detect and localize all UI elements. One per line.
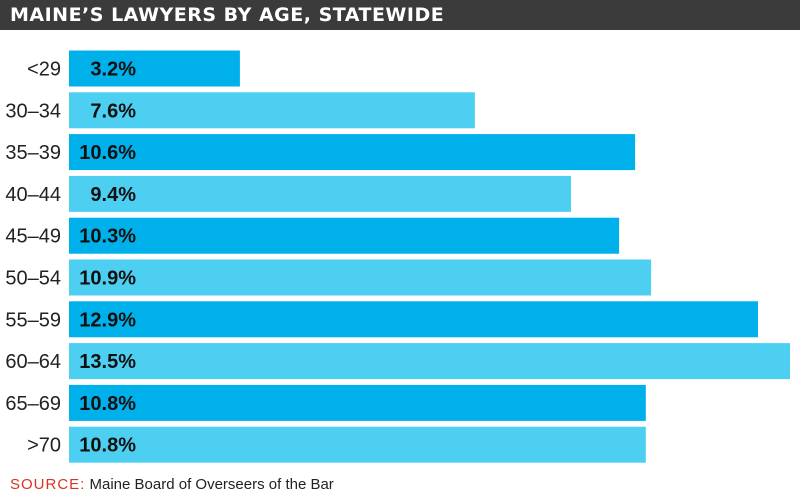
category-label: 55–59 bbox=[5, 309, 61, 331]
bar bbox=[69, 175, 571, 212]
value-label: 9.4% bbox=[90, 184, 136, 206]
category-label: 65–69 bbox=[5, 393, 61, 415]
bar bbox=[69, 384, 646, 421]
bar bbox=[69, 50, 240, 87]
category-label: 40–44 bbox=[5, 184, 61, 206]
value-label: 10.3% bbox=[79, 226, 136, 248]
bar bbox=[69, 217, 620, 254]
value-label: 10.6% bbox=[79, 142, 136, 164]
bar-chart: <29 3.2% 30–34 7.6% 35–39 10.6% 40–44 9.4% 45–49… bbox=[5, 50, 790, 463]
bar bbox=[69, 301, 758, 338]
category-label: 50–54 bbox=[5, 268, 61, 290]
value-label: 7.6% bbox=[90, 100, 136, 122]
category-label: 30–34 bbox=[5, 100, 61, 122]
value-label: 3.2% bbox=[90, 59, 136, 81]
value-label: 12.9% bbox=[79, 309, 136, 331]
source-label: SOURCE: bbox=[10, 476, 86, 493]
value-label: 10.8% bbox=[79, 393, 136, 415]
bar bbox=[69, 426, 646, 463]
bar bbox=[69, 92, 475, 129]
value-label: 10.9% bbox=[79, 268, 136, 290]
value-label: 10.8% bbox=[79, 435, 136, 457]
category-label: 45–49 bbox=[5, 226, 61, 248]
source-text: Maine Board of Overseers of the Bar bbox=[89, 476, 334, 493]
title-bar: MAINE’S LAWYERS BY AGE, STATEWIDE bbox=[0, 0, 800, 30]
chart-title: MAINE’S LAWYERS BY AGE, STATEWIDE bbox=[10, 4, 445, 26]
bar bbox=[69, 343, 790, 380]
category-label: >70 bbox=[27, 435, 61, 457]
bar bbox=[69, 259, 652, 296]
value-label: 13.5% bbox=[79, 351, 136, 373]
category-label: <29 bbox=[27, 59, 61, 81]
category-label: 35–39 bbox=[5, 142, 61, 164]
category-label: 60–64 bbox=[5, 351, 61, 373]
source-note: SOURCE: Maine Board of Overseers of the … bbox=[10, 476, 334, 493]
bar bbox=[69, 134, 636, 171]
